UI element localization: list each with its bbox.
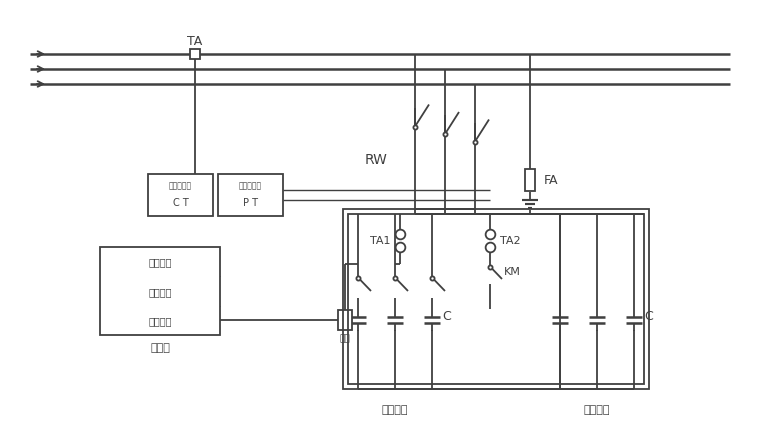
Text: 微机处理: 微机处理	[148, 286, 172, 296]
Text: 控制输出: 控制输出	[148, 316, 172, 326]
Bar	[148, 175, 213, 216]
Text: 电压互感器: 电压互感器	[239, 181, 262, 190]
Text: 模拟输入: 模拟输入	[148, 257, 172, 267]
Text: C: C	[644, 310, 653, 323]
Text: RW: RW	[364, 153, 387, 166]
Text: TA: TA	[188, 34, 203, 47]
Text: C: C	[442, 310, 451, 323]
Bar	[348, 215, 644, 384]
Text: 电流互感器: 电流互感器	[169, 181, 192, 190]
Text: TA2: TA2	[500, 236, 521, 246]
Text: KM: KM	[504, 267, 521, 277]
Text: 固定补偿: 固定补偿	[584, 404, 610, 414]
Text: 自动补偿: 自动补偿	[382, 404, 408, 414]
Text: 真空: 真空	[340, 333, 350, 342]
Bar	[343, 209, 649, 389]
Text: FA: FA	[544, 173, 559, 186]
Bar	[218, 175, 283, 216]
Text: C T: C T	[173, 197, 188, 208]
Bar	[100, 247, 220, 335]
Text: TA1: TA1	[369, 236, 390, 246]
Bar	[525, 169, 535, 191]
Bar	[338, 310, 352, 331]
Text: P T: P T	[243, 197, 258, 208]
Bar	[190, 50, 200, 60]
Text: 控制器: 控制器	[150, 342, 170, 352]
